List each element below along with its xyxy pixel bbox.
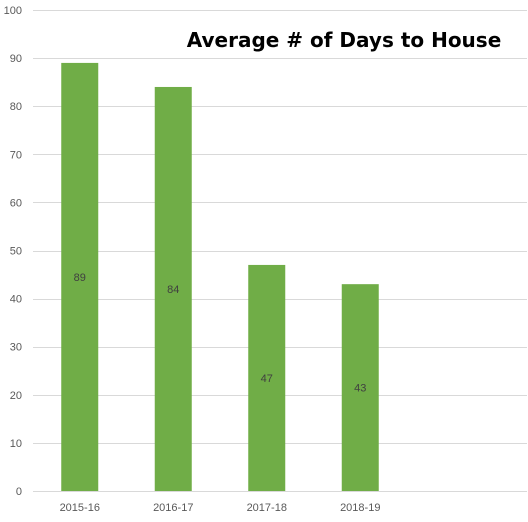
bar-2017-18	[248, 264, 286, 491]
y-tick-label: 0	[16, 486, 22, 498]
y-tick-label: 40	[10, 294, 22, 306]
data-label-2015-16: 89	[74, 272, 86, 284]
x-tick-label-2017-18: 2017-18	[247, 502, 287, 514]
y-tick-label: 80	[10, 101, 22, 113]
data-label-2017-18: 47	[261, 373, 273, 385]
y-tick-label: 70	[10, 149, 22, 161]
data-labels: 89 84 47 43	[74, 272, 367, 395]
y-tick-label: 10	[10, 438, 22, 450]
x-tick-label-2015-16: 2015-16	[60, 502, 100, 514]
data-label-2018-19: 43	[354, 383, 366, 395]
x-tick-label-2016-17: 2016-17	[153, 502, 193, 514]
chart-title: Average # of Days to House	[187, 28, 502, 52]
x-tick-label-2018-19: 2018-19	[340, 502, 380, 514]
bar-2015-16	[61, 62, 99, 491]
data-label-2016-17: 84	[167, 284, 179, 296]
y-tick-label: 60	[10, 197, 22, 209]
y-tick-label: 100	[4, 5, 22, 17]
y-tick-label: 30	[10, 342, 22, 354]
y-tick-label: 90	[10, 53, 22, 65]
y-axis-tick-labels: 0 10 20 30 40 50 60 70 80 90 100	[4, 5, 22, 498]
bar-2016-17	[154, 86, 192, 492]
bars	[61, 62, 379, 492]
y-tick-label: 50	[10, 246, 22, 258]
x-axis-tick-labels: 2015-16 2016-17 2017-18 2018-19	[60, 502, 381, 514]
y-tick-label: 20	[10, 390, 22, 402]
bar-2018-19	[341, 284, 379, 491]
